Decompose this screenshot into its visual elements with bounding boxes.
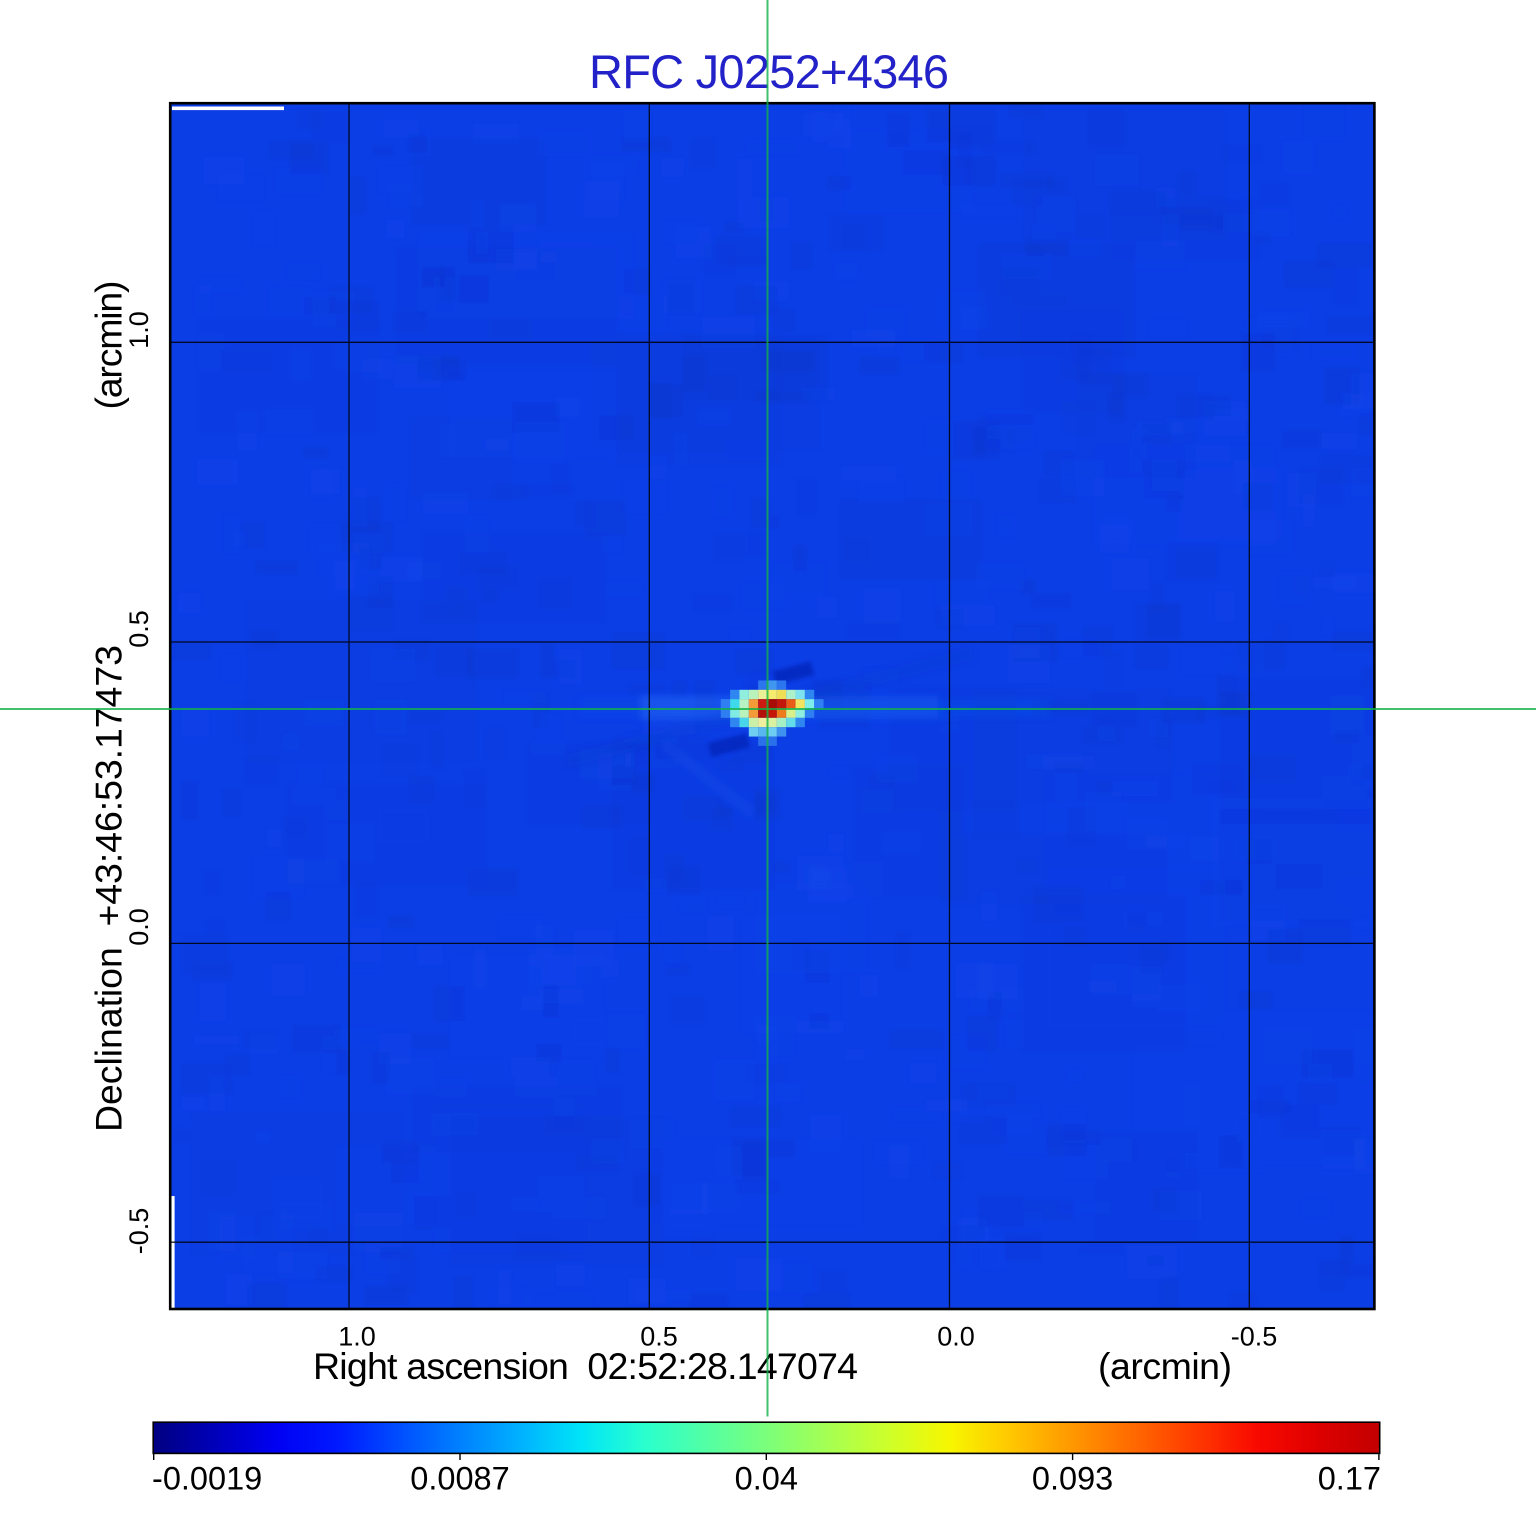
svg-text:-0.0019: -0.0019 [152, 1461, 262, 1497]
svg-text:Declination +43:46:53.17473: Declination +43:46:53.17473 [88, 645, 130, 1132]
svg-text:1.0: 1.0 [338, 1322, 376, 1352]
svg-text:0.5: 0.5 [640, 1322, 678, 1352]
svg-text:-0.5: -0.5 [1231, 1322, 1278, 1352]
svg-text:0.17: 0.17 [1318, 1461, 1381, 1497]
svg-text:0.5: 0.5 [124, 610, 154, 648]
svg-text:(arcmin): (arcmin) [88, 281, 130, 410]
svg-text:0.0: 0.0 [124, 908, 154, 946]
svg-text:Right ascension 02:52:28.1470: Right ascension 02:52:28.147074 [313, 1345, 858, 1387]
svg-text:(arcmin): (arcmin) [1098, 1345, 1232, 1387]
svg-text:1.0: 1.0 [124, 311, 154, 349]
svg-text:0.0: 0.0 [937, 1322, 975, 1352]
svg-text:-0.5: -0.5 [124, 1208, 154, 1255]
svg-text:RFC J0252+4346: RFC J0252+4346 [589, 45, 949, 98]
svg-text:0.0087: 0.0087 [410, 1461, 509, 1497]
svg-text:0.04: 0.04 [735, 1461, 798, 1497]
svg-text:0.093: 0.093 [1032, 1461, 1113, 1497]
